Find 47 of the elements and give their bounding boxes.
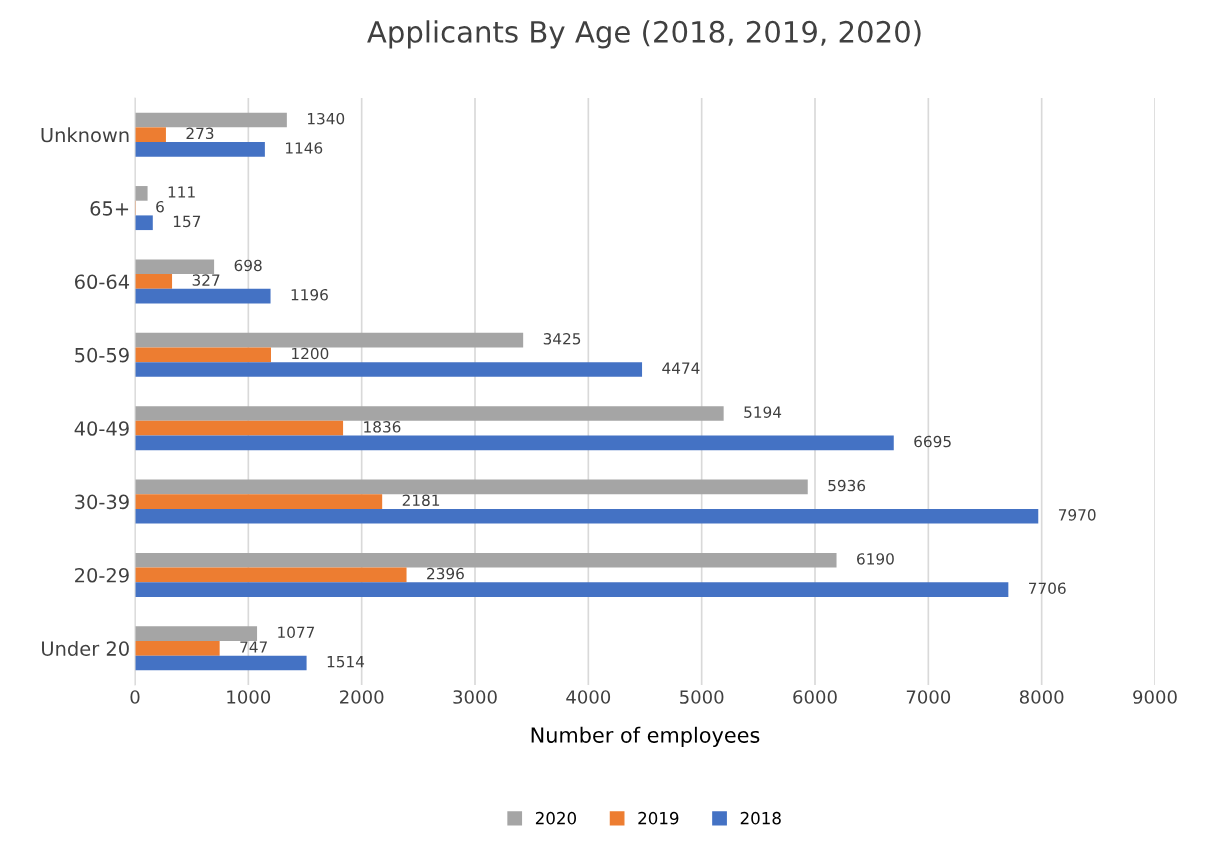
data-label: 1340 — [307, 112, 345, 125]
x-tick-label: 5000 — [680, 690, 724, 704]
x-tick-label: 1000 — [227, 690, 271, 704]
data-label: 4474 — [662, 362, 700, 374]
data-label: 7970 — [1058, 509, 1096, 521]
y-tick-label: 40-49 — [74, 421, 129, 436]
y-tick-label: 20-29 — [75, 567, 129, 583]
data-label: 273 — [186, 127, 214, 140]
x-tick-label: 3000 — [453, 690, 497, 704]
y-tick-label: 50-59 — [75, 347, 129, 363]
data-label: 6190 — [857, 553, 894, 565]
y-tick-label: 30-39 — [75, 494, 129, 510]
data-label: 747 — [240, 641, 267, 653]
y-tick-label: 65+ — [90, 201, 129, 216]
data-label: 5194 — [744, 406, 782, 418]
x-tick-label: 0 — [130, 690, 140, 704]
x-tick-label: 8000 — [1019, 690, 1064, 704]
x-tick-label: 6000 — [793, 690, 837, 704]
data-label: 2181 — [402, 494, 440, 506]
x-tick-label: 4000 — [566, 690, 611, 704]
data-label: 1077 — [278, 626, 315, 639]
data-label: 698 — [234, 259, 262, 272]
data-label: 327 — [192, 274, 220, 286]
data-label: 1514 — [327, 656, 365, 668]
legend-label: 2019 — [638, 811, 679, 825]
x-tick-label: 2000 — [340, 690, 384, 704]
data-label: 7706 — [1029, 582, 1066, 595]
legend-label: 2018 — [740, 811, 781, 825]
data-label: 1146 — [286, 142, 323, 154]
data-label: 6 — [156, 200, 164, 213]
legend-label: 2020 — [535, 811, 577, 825]
x-tick-label: 9000 — [1133, 690, 1177, 704]
data-label: 157 — [173, 215, 201, 228]
y-tick-label: Unknown — [41, 127, 129, 143]
data-label: 6695 — [914, 435, 951, 448]
y-tick-label: 60-64 — [75, 274, 130, 290]
data-label: 2396 — [427, 567, 464, 580]
x-tick-label: 7000 — [906, 690, 951, 704]
y-tick-label: Under 20 — [42, 640, 129, 656]
data-label: 1200 — [292, 347, 329, 360]
data-label: 111 — [168, 186, 195, 198]
data-label: 1196 — [291, 288, 328, 301]
data-label: 1836 — [364, 421, 401, 433]
data-label: 5936 — [828, 479, 866, 492]
x-axis-title: Number of employees — [531, 726, 760, 747]
data-label: 3425 — [543, 333, 581, 345]
chart-title: Applicants By Age (2018, 2019, 2020) — [367, 20, 921, 49]
